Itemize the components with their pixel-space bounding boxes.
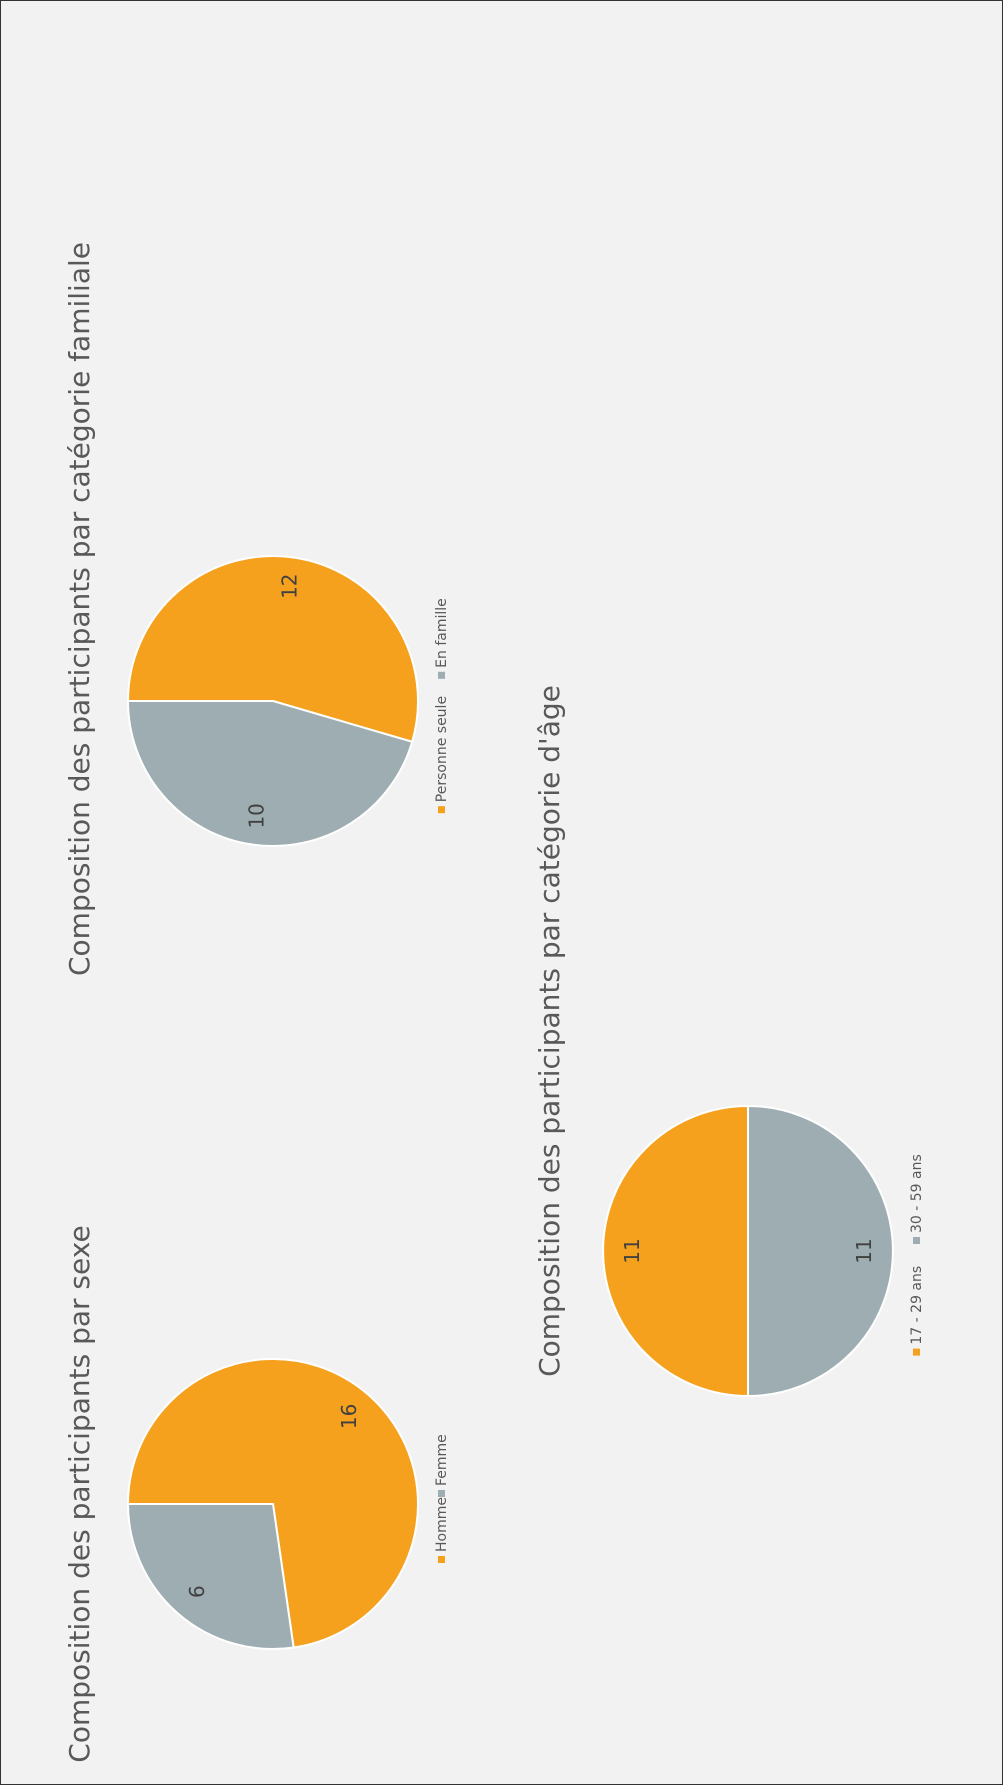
chart-title-age: Composition des participants par catégor… <box>533 685 566 1377</box>
pie-slice-personne-seule <box>126 554 419 744</box>
slice-label-personne-seule: 12 <box>278 573 302 598</box>
chart-familiale: Composition des participants par catégor… <box>63 242 450 976</box>
legend-age: 17 - 29 ans 30 - 59 ans <box>909 1154 925 1356</box>
legend-swatch-personne-seule <box>438 806 445 814</box>
pie-sexe: 16 6 <box>126 1358 419 1650</box>
legend-sexe: Homme Femme <box>434 1434 450 1563</box>
slice-label-femme: 6 <box>185 1585 209 1598</box>
slice-label-30-59-ans: 11 <box>852 1238 876 1263</box>
chart-age: Composition des participants par catégor… <box>533 685 925 1398</box>
legend-label-17-29-ans: 17 - 29 ans <box>909 1266 925 1345</box>
chart-title-sexe: Composition des participants par sexe <box>63 1225 96 1762</box>
slice-label-homme: 16 <box>337 1404 361 1429</box>
legend-swatch-homme <box>438 1556 445 1563</box>
legend-swatch-30-59-ans <box>913 1237 920 1244</box>
pie-slice-17-29-ans <box>602 1104 749 1398</box>
pie-slice-30-59-ans <box>747 1104 894 1398</box>
legend-swatch-femme <box>438 1490 445 1497</box>
chart-sexe: Composition des participants par sexe 16… <box>63 1225 450 1762</box>
slice-label-en-famille: 10 <box>244 803 268 828</box>
legend-label-homme: Homme <box>434 1497 450 1552</box>
pie-age: 11 11 <box>602 1104 894 1398</box>
legend-label-personne-seule: Personne seule <box>434 696 450 802</box>
legend-label-femme: Femme <box>434 1434 450 1486</box>
legend-label-30-59-ans: 30 - 59 ans <box>909 1154 925 1233</box>
pie-slice-en-famille <box>126 700 414 847</box>
pie-familiale: 12 10 <box>126 554 419 847</box>
chart-title-familiale: Composition des participants par catégor… <box>63 242 96 976</box>
legend-familiale: Personne seule En famille <box>434 598 450 814</box>
legend-label-en-famille: En famille <box>434 598 450 668</box>
legend-swatch-en-famille <box>438 671 445 679</box>
pie-slice-femme <box>126 1503 295 1650</box>
slice-label-17-29-ans: 11 <box>620 1238 644 1263</box>
legend-swatch-17-29-ans <box>913 1348 920 1356</box>
